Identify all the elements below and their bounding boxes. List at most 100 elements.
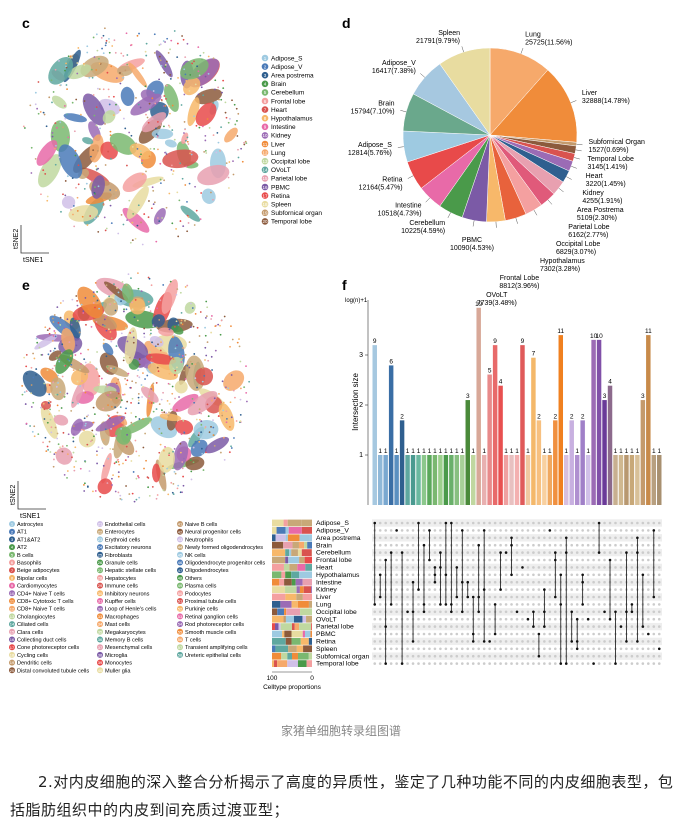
matrix-dot xyxy=(444,625,448,628)
cell-dot xyxy=(34,103,37,106)
cell-dot xyxy=(98,57,100,60)
cluster xyxy=(63,113,87,123)
legend-marker xyxy=(97,582,103,589)
bar-value-label: 1 xyxy=(526,448,530,455)
cell-dot xyxy=(181,35,183,37)
matrix-dot xyxy=(554,617,557,621)
bar xyxy=(514,455,520,505)
proportion-segment xyxy=(284,630,292,638)
legend-number: 18 xyxy=(262,202,268,207)
legend-marker xyxy=(9,651,15,658)
cell-dot xyxy=(174,374,176,376)
matrix-dot xyxy=(510,580,513,584)
matrix-dot xyxy=(433,595,437,599)
cell-dot xyxy=(37,81,40,83)
cell-dot xyxy=(203,151,206,153)
matrix-dot xyxy=(466,551,470,554)
cell-dot xyxy=(150,207,153,210)
legend-label: Adipose_V xyxy=(271,64,303,71)
proportion-segment xyxy=(284,608,287,616)
cell-dot xyxy=(136,224,139,227)
legend-label: Intestine xyxy=(271,124,296,131)
cell-dot xyxy=(133,500,136,503)
cell-dot xyxy=(172,493,175,496)
cell-dot xyxy=(96,351,98,353)
bar-value-label: 1 xyxy=(378,448,382,455)
cell-dot xyxy=(181,177,184,180)
matrix-dot xyxy=(460,647,464,651)
cell-dot xyxy=(233,437,235,439)
cell-dot xyxy=(112,423,115,426)
cell-dot xyxy=(232,160,234,163)
proportion-segment xyxy=(303,586,312,593)
matrix-dot xyxy=(477,654,480,658)
cell-dot xyxy=(176,288,179,291)
legend-marker xyxy=(261,54,269,62)
matrix-dot xyxy=(592,662,595,665)
matrix-dot xyxy=(548,617,552,621)
cell-dot xyxy=(179,162,182,165)
matrix-dot xyxy=(532,543,535,547)
matrix-dot xyxy=(586,617,590,621)
legend-label: Transient amplifying cells xyxy=(185,645,248,651)
matrix-dot xyxy=(614,551,617,554)
proportion-segment xyxy=(289,549,292,556)
matrix-dot xyxy=(406,536,409,540)
cell-dot xyxy=(132,341,135,344)
matrix-dot xyxy=(433,521,437,525)
cell-dot xyxy=(136,147,139,150)
cell-dot xyxy=(162,284,165,286)
cluster xyxy=(194,88,223,105)
matrix-dot xyxy=(466,640,470,643)
matrix-dot xyxy=(433,632,437,636)
cell-dot xyxy=(176,366,178,369)
cell-dot xyxy=(44,173,47,175)
cell-dot xyxy=(160,341,162,344)
cell-dot xyxy=(84,422,87,425)
cell-dot xyxy=(204,139,207,142)
cell-dot xyxy=(66,453,69,456)
cell-dot xyxy=(58,60,60,62)
cell-dot xyxy=(93,114,96,117)
matrix-dot xyxy=(488,654,491,658)
matrix-dot xyxy=(450,640,453,643)
cell-dot xyxy=(82,310,85,313)
row-label: PBMC xyxy=(316,631,336,638)
y-tick-label: 2 xyxy=(359,402,363,409)
cell-dot xyxy=(173,447,176,450)
legend-number: 13 xyxy=(10,614,15,619)
cell-dot xyxy=(109,130,112,133)
cell-dot xyxy=(30,366,33,369)
cell-dot xyxy=(204,346,207,349)
cell-dot xyxy=(95,106,98,109)
matrix-dot xyxy=(471,573,475,577)
proportion-segment xyxy=(276,527,286,534)
cell-dot xyxy=(112,114,115,117)
legend-marker xyxy=(177,590,183,597)
matrix-dot xyxy=(395,573,398,577)
bar xyxy=(553,420,558,505)
cell-dot xyxy=(101,323,104,326)
matrix-dot xyxy=(548,662,552,665)
legend-marker xyxy=(177,598,183,604)
cell-dot xyxy=(223,458,226,461)
cell-dot xyxy=(103,318,106,321)
matrix-dot xyxy=(592,632,595,636)
matrix-dot xyxy=(614,580,617,584)
cell-dot xyxy=(156,136,159,138)
slice-label: Adipose_S xyxy=(358,142,392,149)
cell-dot xyxy=(42,441,44,444)
cell-dot xyxy=(53,415,56,417)
matrix-dot xyxy=(455,647,459,651)
matrix-dot xyxy=(378,543,382,547)
cell-dot xyxy=(67,55,70,58)
bar xyxy=(487,374,492,505)
cell-dot xyxy=(164,64,167,66)
cell-dot xyxy=(221,91,223,94)
cell-dot xyxy=(95,69,98,71)
slice-label: Intestine xyxy=(395,202,422,209)
matrix-dot xyxy=(417,640,420,643)
cell-dot xyxy=(46,199,49,202)
legend-label: Inhibitory neurons xyxy=(105,591,150,597)
matrix-dot xyxy=(548,536,552,540)
